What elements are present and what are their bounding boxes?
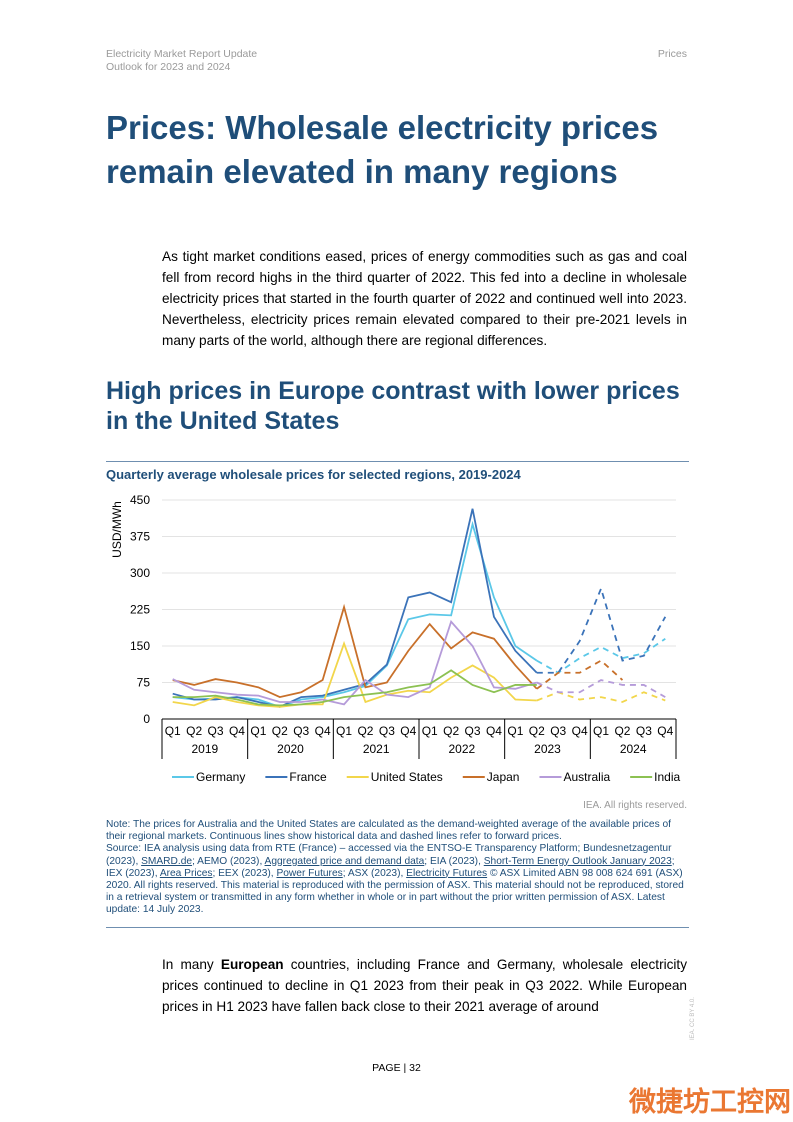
source-text: Source: IEA analysis using data from RTE…: [106, 843, 672, 867]
legend-label: France: [289, 770, 327, 784]
x-tick-label: Q1: [165, 724, 181, 738]
x-group-label: 2019: [191, 742, 218, 756]
body-text: countries, including France and Germany,…: [162, 957, 688, 1014]
x-tick-label: Q3: [636, 724, 652, 738]
legend-label: Germany: [196, 770, 245, 784]
source-link[interactable]: SMARD.de: [141, 855, 193, 867]
forecast-line: [536, 659, 624, 690]
source: Source: IEA analysis using data from RTE…: [106, 843, 689, 916]
x-tick-label: Q2: [614, 724, 630, 738]
source-text: ; EEX (2023),: [212, 867, 277, 879]
intro-paragraph: As tight market conditions eased, prices…: [162, 249, 687, 348]
chart-title: Quarterly average wholesale prices for s…: [106, 467, 521, 482]
side-license: IEA. CC BY 4.0.: [690, 997, 696, 1040]
x-tick-label: Q3: [208, 724, 224, 738]
forecast-line: [536, 679, 666, 698]
source-text: ; AEMO (2023),: [192, 855, 265, 867]
x-tick-label: Q2: [529, 724, 545, 738]
x-tick-label: Q3: [550, 724, 566, 738]
header-line: Outlook for 2023 and 2024: [106, 61, 231, 73]
forecast-line: [536, 637, 666, 674]
header-left: Electricity Market Report Update Outlook …: [106, 48, 257, 74]
rule: [106, 461, 689, 462]
x-tick-label: Q2: [272, 724, 288, 738]
series-line: [172, 520, 538, 708]
source-text: © ASX Limited ABN 98 008 624 691 (ASX) 2…: [106, 867, 684, 916]
x-tick-label: Q2: [357, 724, 373, 738]
header-right: Prices: [657, 48, 687, 60]
y-axis-label: USD/MWh: [110, 501, 124, 558]
x-tick-label: Q1: [250, 724, 266, 738]
forecast-line: [536, 585, 667, 674]
body-text: In many: [162, 957, 221, 972]
y-tick-label: 0: [143, 712, 150, 726]
series-line: [172, 640, 537, 708]
forecast-line: [536, 691, 666, 703]
x-tick-label: Q3: [293, 724, 309, 738]
series-line: [172, 508, 538, 708]
series-line: [172, 603, 538, 699]
series-line: [172, 619, 538, 706]
y-tick-label: 375: [130, 530, 150, 544]
page-title: Prices: Wholesale electricity prices rem…: [106, 109, 659, 190]
x-group-label: 2023: [534, 742, 561, 756]
chart: USD/MWh 0 75 150 225 300 375 450 Q1 Q2 Q3 Q4 Q1 Q2 Q3 Q…: [110, 493, 687, 811]
body-text: European: [220, 957, 284, 972]
x-tick-label: Q4: [315, 724, 331, 738]
x-tick-label: Q4: [657, 724, 673, 738]
footer: PAGE | 32: [372, 1062, 421, 1074]
notes: Note: The prices for Australia and the U…: [106, 819, 689, 917]
x-tick-label: Q4: [400, 724, 416, 738]
y-tick-label: 150: [130, 639, 150, 653]
header-line: Electricity Market Report Update: [106, 48, 258, 60]
x-group-label: 2024: [620, 742, 647, 756]
section-title: High prices in Europe contrast with lowe…: [106, 377, 680, 435]
x-tick-label: Q2: [443, 724, 459, 738]
note: Note: The prices for Australia and the U…: [106, 819, 671, 843]
x-tick-label: Q4: [572, 724, 588, 738]
y-tick-label: 300: [130, 566, 150, 580]
source-link[interactable]: Area Prices: [159, 867, 213, 879]
x-tick-label: Q1: [336, 724, 352, 738]
x-tick-label: Q2: [186, 724, 202, 738]
x-tick-label: Q1: [593, 724, 609, 738]
source-link[interactable]: Power Futures: [276, 867, 343, 879]
rule: [106, 927, 689, 928]
x-tick-label: Q4: [229, 724, 245, 738]
x-tick-label: Q3: [379, 724, 395, 738]
y-tick-label: 225: [130, 603, 150, 617]
x-tick-label: Q1: [422, 724, 438, 738]
y-tick-label: 450: [130, 493, 150, 507]
source-text: ; ASX (2023),: [342, 867, 407, 879]
source-text: ; IEX (2023),: [106, 855, 675, 879]
x-group-label: 2021: [363, 742, 390, 756]
x-tick-label: Q1: [507, 724, 523, 738]
legend-label: Japan: [487, 770, 520, 784]
x-tick-label: Q3: [465, 724, 481, 738]
legend-label: United States: [371, 770, 443, 784]
x-group-label: 2020: [277, 742, 304, 756]
legend-label: India: [654, 770, 680, 784]
source-text: ; EIA (2023),: [424, 855, 484, 867]
x-group-label: 2022: [448, 742, 475, 756]
legend-label: Australia: [563, 770, 610, 784]
source-link[interactable]: Aggregated price and demand data: [264, 855, 425, 867]
body-paragraph: In many European countries, including Fr…: [162, 954, 687, 1017]
series-line: [172, 669, 537, 707]
x-tick-label: Q4: [486, 724, 502, 738]
watermark: 微捷坊工控网: [629, 1087, 791, 1117]
source-link[interactable]: Electricity Futures: [406, 867, 488, 879]
source-link[interactable]: Short-Term Energy Outlook January 2023: [483, 855, 672, 867]
credit: IEA. All rights reserved.: [583, 800, 687, 811]
y-tick-label: 75: [137, 676, 151, 690]
